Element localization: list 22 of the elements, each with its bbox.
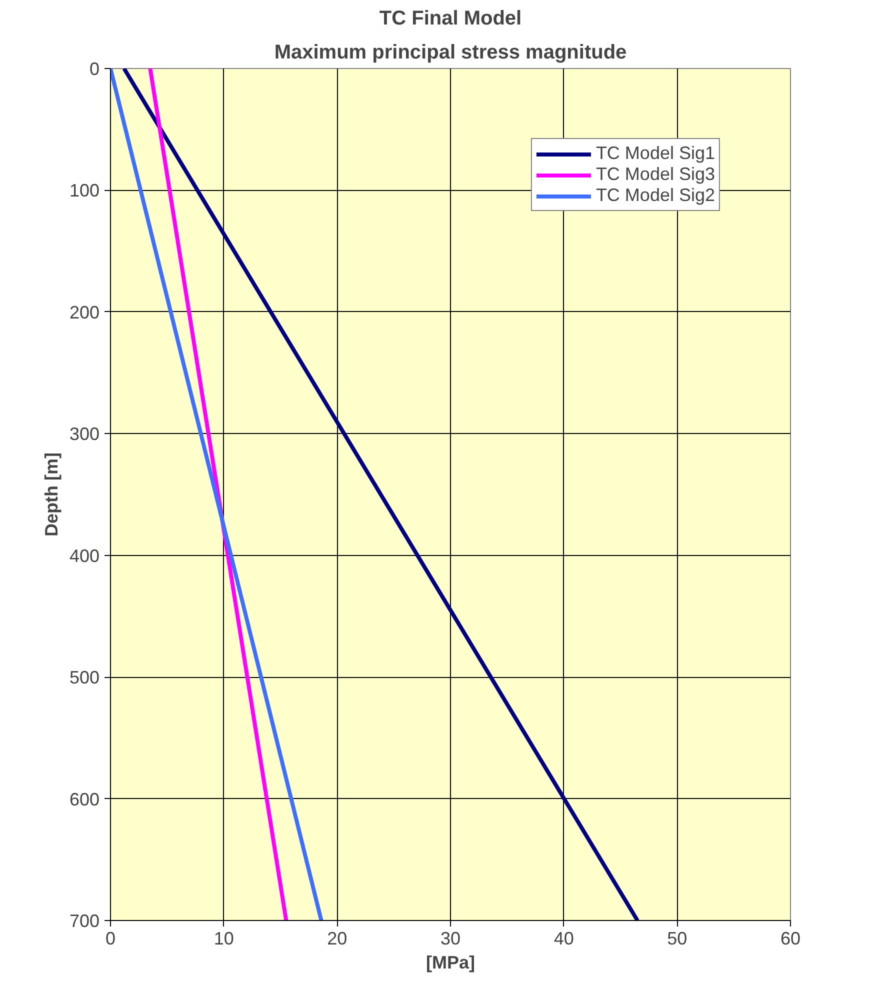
y-tick-label: 300 — [69, 424, 100, 444]
legend-label: TC Model Sig1 — [596, 143, 715, 164]
x-tick-label: 20 — [327, 928, 348, 948]
x-tick-label: 30 — [440, 928, 461, 948]
y-tick-label: 700 — [69, 911, 100, 931]
legend-label: TC Model Sig3 — [596, 164, 715, 185]
y-tick-label: 500 — [69, 668, 100, 688]
y-axis-title: Depth [m] — [41, 452, 62, 536]
y-tick-label: 400 — [69, 546, 100, 566]
legend-label: TC Model Sig2 — [596, 185, 715, 206]
x-tick-label: 50 — [667, 928, 688, 948]
y-tick-label: 200 — [69, 302, 100, 322]
x-tick-label: 40 — [554, 928, 574, 948]
chart-title: TC Final Model — [379, 8, 522, 30]
y-tick-label: 600 — [69, 789, 100, 810]
chart-subtitle: Maximum principal stress magnitude — [274, 42, 627, 64]
y-tick-label: 100 — [69, 180, 100, 201]
y-tick-label: 0 — [89, 59, 100, 79]
x-tick-label: 60 — [780, 928, 801, 948]
x-tick-label: 0 — [105, 928, 116, 948]
x-axis-title: [MPa] — [426, 952, 475, 972]
x-tick-label: 10 — [214, 928, 234, 948]
